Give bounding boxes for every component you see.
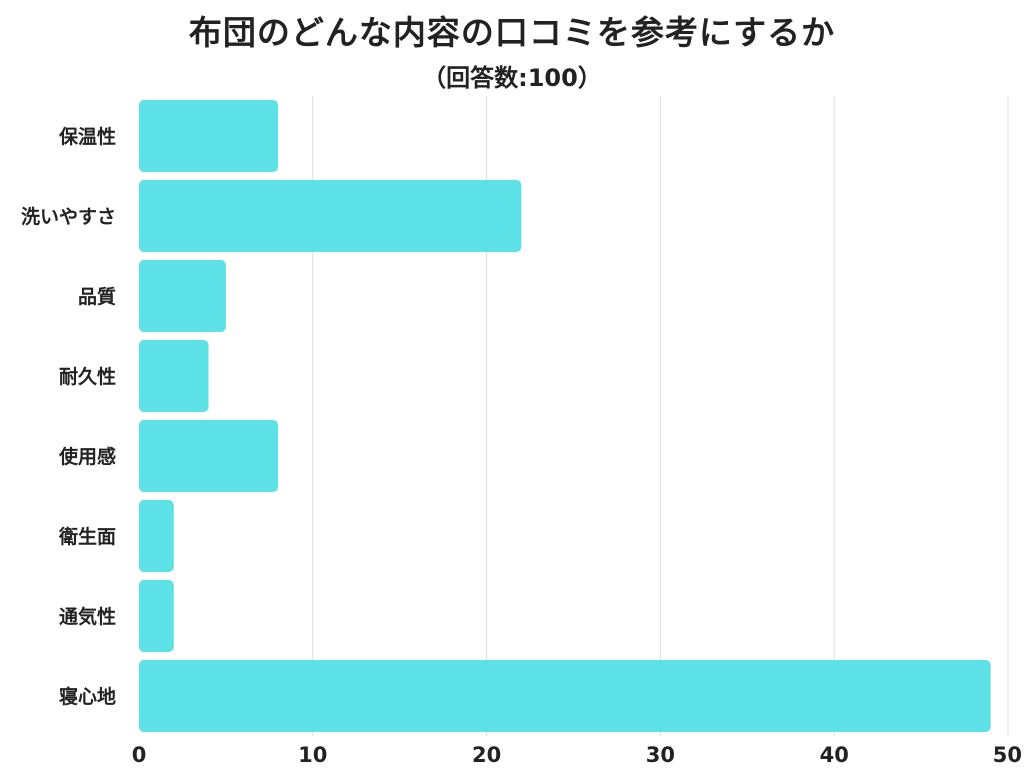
x-tick-label: 20 <box>472 743 501 767</box>
category-label: 使用感 <box>58 445 116 468</box>
bar <box>139 420 279 492</box>
x-axis-ticks: 0 10 20 30 40 50 <box>132 743 1022 767</box>
bar <box>139 260 226 332</box>
x-tick-label: 30 <box>646 743 675 767</box>
category-label: 通気性 <box>59 605 116 628</box>
bar <box>139 180 522 252</box>
x-tick-label: 10 <box>298 743 327 767</box>
x-tick-label: 50 <box>993 743 1022 767</box>
bar <box>139 580 174 652</box>
category-label: 保温性 <box>58 125 116 148</box>
bar <box>139 340 209 412</box>
chart-subtitle: （回答数:100） <box>422 64 602 92</box>
bar <box>139 500 174 572</box>
bar <box>139 660 991 732</box>
bar <box>139 100 279 172</box>
category-label: 洗いやすさ <box>21 205 116 228</box>
bars <box>139 100 991 732</box>
category-label: 衛生面 <box>58 525 116 548</box>
x-tick-label: 40 <box>820 743 849 767</box>
chart-title: 布団のどんな内容の口コミを参考にするか <box>188 13 836 52</box>
category-label: 寝心地 <box>59 685 116 708</box>
category-label: 品質 <box>78 285 116 308</box>
category-label: 耐久性 <box>59 365 116 388</box>
x-tick-label: 0 <box>132 743 147 767</box>
